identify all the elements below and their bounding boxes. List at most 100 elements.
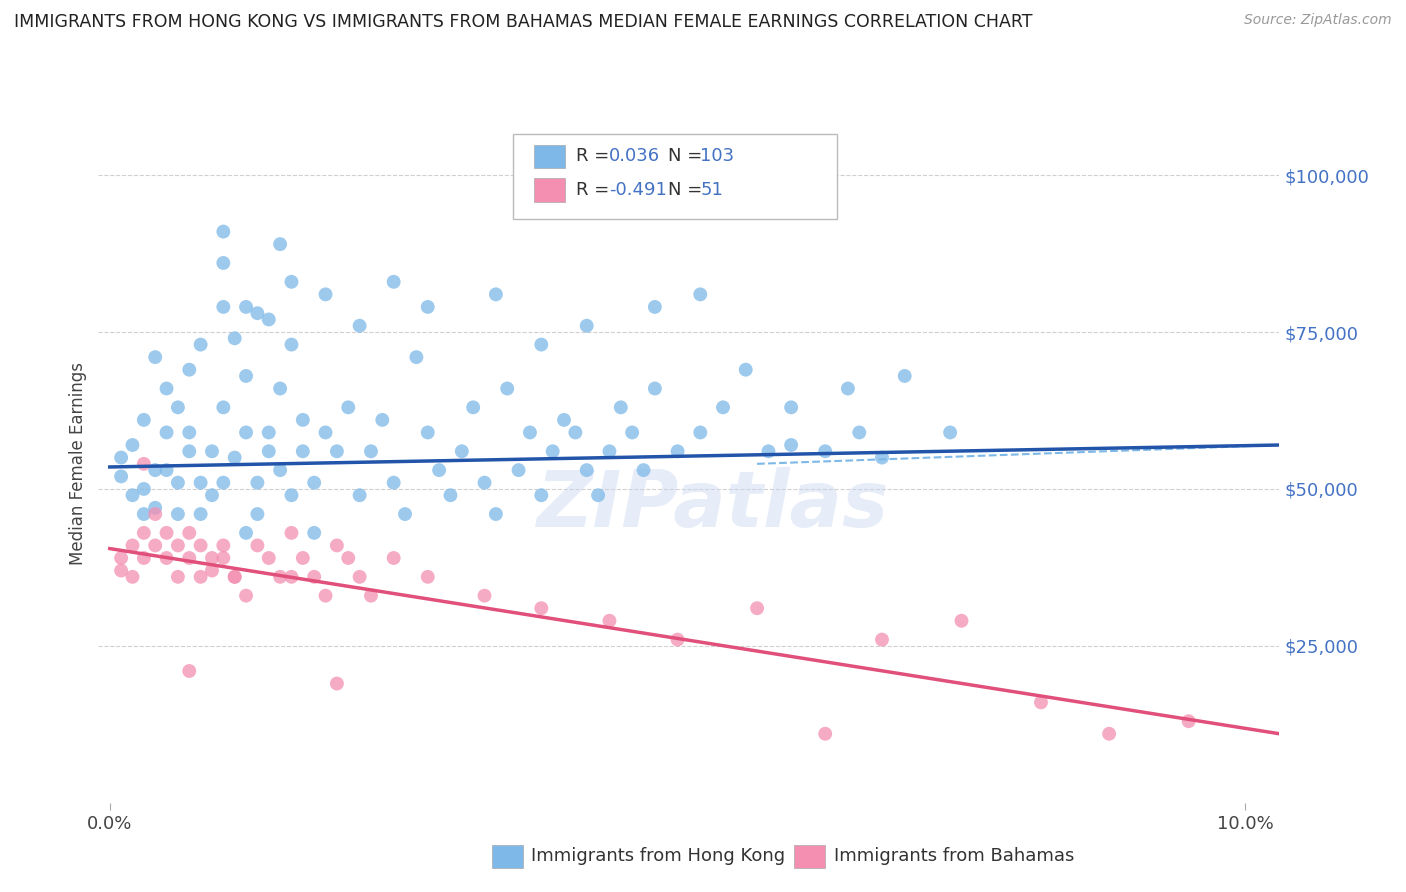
Point xyxy=(190,538,212,552)
Point xyxy=(814,444,837,458)
Point xyxy=(575,318,598,333)
Text: -0.491: -0.491 xyxy=(609,181,666,199)
Point xyxy=(485,507,508,521)
Point xyxy=(450,444,472,458)
Point xyxy=(132,482,155,496)
Point xyxy=(837,382,859,396)
Point xyxy=(235,368,257,383)
Point xyxy=(167,475,190,490)
Point xyxy=(416,570,439,584)
Point xyxy=(224,450,246,465)
Point xyxy=(666,632,689,647)
Point xyxy=(224,331,246,345)
Point xyxy=(167,538,190,552)
Point xyxy=(190,337,212,351)
Point xyxy=(349,318,371,333)
Point xyxy=(143,507,166,521)
Point xyxy=(110,450,132,465)
Point xyxy=(179,525,201,540)
Point xyxy=(143,500,166,515)
Point xyxy=(212,475,235,490)
Point xyxy=(201,488,224,502)
Point xyxy=(302,570,325,584)
Point xyxy=(291,551,314,566)
Point xyxy=(280,337,302,351)
Point xyxy=(143,350,166,364)
Point xyxy=(564,425,586,440)
Point xyxy=(155,425,177,440)
Text: R =: R = xyxy=(576,147,616,165)
Point xyxy=(143,538,166,552)
Point xyxy=(190,507,212,521)
Point xyxy=(212,300,235,314)
Point xyxy=(155,382,177,396)
Point xyxy=(326,538,349,552)
Point xyxy=(201,564,224,578)
Point xyxy=(110,564,132,578)
Point xyxy=(360,444,382,458)
Point xyxy=(1029,695,1052,709)
Point xyxy=(326,676,349,690)
Point xyxy=(212,256,235,270)
Point xyxy=(519,425,541,440)
Point xyxy=(224,570,246,584)
Point xyxy=(870,450,893,465)
Point xyxy=(633,463,655,477)
Point xyxy=(132,551,155,566)
Point xyxy=(349,488,371,502)
Point xyxy=(405,350,427,364)
Point xyxy=(235,525,257,540)
Point xyxy=(848,425,870,440)
Point xyxy=(269,570,291,584)
Point xyxy=(235,300,257,314)
Point xyxy=(291,413,314,427)
Point xyxy=(427,463,450,477)
Point xyxy=(1098,727,1121,741)
Point xyxy=(689,425,711,440)
Point xyxy=(382,475,405,490)
Point xyxy=(212,551,235,566)
Point xyxy=(416,425,439,440)
Point xyxy=(474,589,496,603)
Point xyxy=(496,382,519,396)
Point xyxy=(179,551,201,566)
Point xyxy=(575,463,598,477)
Point xyxy=(257,425,280,440)
Text: 0.036: 0.036 xyxy=(609,147,659,165)
Point xyxy=(541,444,564,458)
Point xyxy=(485,287,508,301)
Point xyxy=(224,570,246,584)
Point xyxy=(474,475,496,490)
Point xyxy=(780,401,803,415)
Point xyxy=(302,475,325,490)
Point xyxy=(814,727,837,741)
Point xyxy=(439,488,461,502)
Point xyxy=(167,570,190,584)
Point xyxy=(950,614,973,628)
Point xyxy=(711,401,734,415)
Point xyxy=(610,401,633,415)
Text: IMMIGRANTS FROM HONG KONG VS IMMIGRANTS FROM BAHAMAS MEDIAN FEMALE EARNINGS CORR: IMMIGRANTS FROM HONG KONG VS IMMIGRANTS … xyxy=(14,13,1032,31)
Point xyxy=(246,538,269,552)
Point xyxy=(337,401,360,415)
Point xyxy=(870,632,893,647)
Point xyxy=(291,444,314,458)
Point xyxy=(190,570,212,584)
Point xyxy=(257,444,280,458)
Point xyxy=(382,551,405,566)
Point xyxy=(280,275,302,289)
Text: ZIPatlas: ZIPatlas xyxy=(537,467,889,542)
Point xyxy=(132,507,155,521)
Point xyxy=(235,425,257,440)
Point xyxy=(394,507,416,521)
Point xyxy=(121,570,143,584)
Point xyxy=(939,425,962,440)
Point xyxy=(598,614,620,628)
Point xyxy=(315,589,337,603)
Point xyxy=(280,525,302,540)
Point xyxy=(269,463,291,477)
Text: N =: N = xyxy=(668,147,707,165)
Point xyxy=(257,312,280,326)
Text: 103: 103 xyxy=(700,147,734,165)
Point xyxy=(121,488,143,502)
